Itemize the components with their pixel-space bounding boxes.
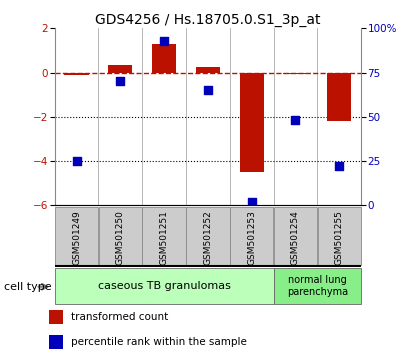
Point — [336, 164, 343, 169]
FancyBboxPatch shape — [99, 207, 142, 266]
Point — [73, 158, 80, 164]
FancyBboxPatch shape — [230, 207, 273, 266]
FancyBboxPatch shape — [55, 268, 273, 304]
FancyBboxPatch shape — [142, 207, 186, 266]
FancyBboxPatch shape — [273, 268, 361, 304]
Point — [205, 87, 211, 93]
Point — [161, 38, 168, 44]
FancyBboxPatch shape — [274, 207, 317, 266]
FancyBboxPatch shape — [318, 207, 361, 266]
Bar — [152, 44, 176, 73]
Text: cell type: cell type — [4, 282, 52, 292]
Bar — [49, 335, 63, 349]
Text: GSM501250: GSM501250 — [116, 210, 125, 265]
Text: GSM501252: GSM501252 — [203, 210, 213, 265]
Bar — [240, 73, 264, 172]
Text: GSM501255: GSM501255 — [335, 210, 344, 265]
Text: caseous TB granulomas: caseous TB granulomas — [98, 281, 231, 291]
Bar — [327, 73, 352, 121]
Text: GSM501251: GSM501251 — [160, 210, 168, 265]
Bar — [64, 73, 89, 75]
Bar — [108, 65, 132, 73]
FancyBboxPatch shape — [186, 207, 230, 266]
Point — [117, 79, 123, 84]
Text: percentile rank within the sample: percentile rank within the sample — [71, 337, 247, 347]
Bar — [284, 73, 307, 74]
Bar — [49, 310, 63, 324]
Point — [292, 118, 299, 123]
Text: GSM501254: GSM501254 — [291, 210, 300, 265]
Text: transformed count: transformed count — [71, 312, 168, 322]
FancyBboxPatch shape — [55, 207, 98, 266]
Point — [248, 199, 255, 205]
Bar — [196, 67, 220, 73]
Title: GDS4256 / Hs.18705.0.S1_3p_at: GDS4256 / Hs.18705.0.S1_3p_at — [95, 13, 320, 27]
Text: normal lung
parenchyma: normal lung parenchyma — [287, 275, 348, 297]
Text: GSM501253: GSM501253 — [247, 210, 256, 265]
Text: GSM501249: GSM501249 — [72, 210, 81, 265]
